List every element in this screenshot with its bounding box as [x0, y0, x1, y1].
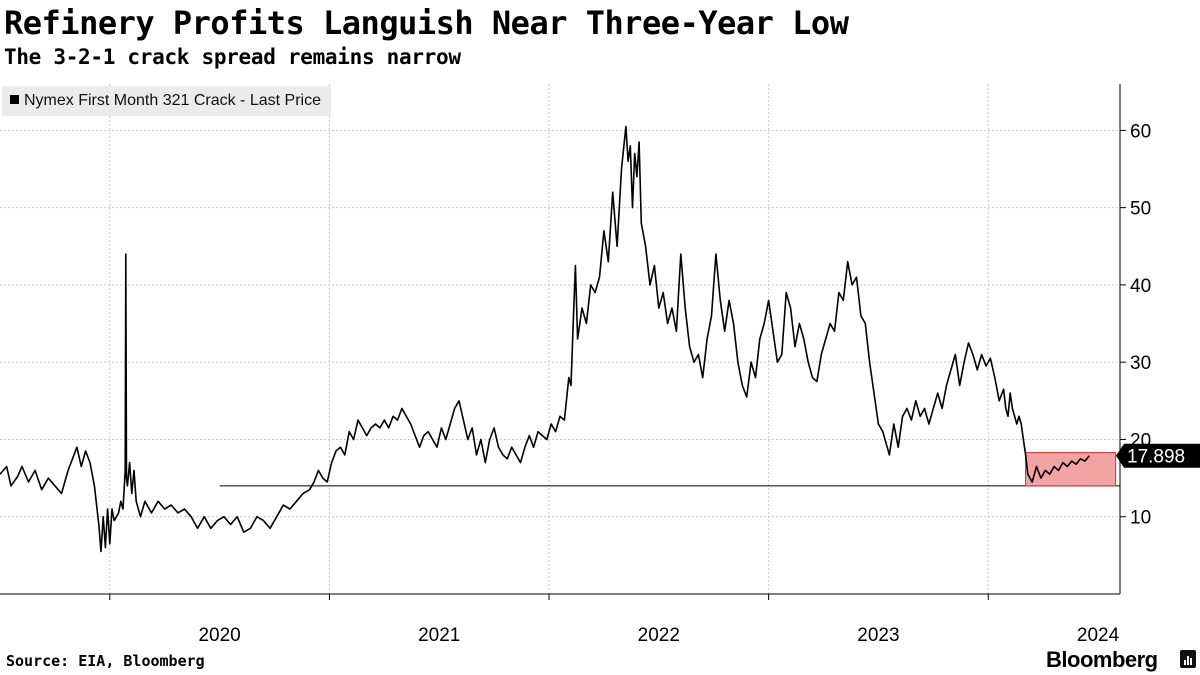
x-tick-label: 2021	[418, 625, 460, 646]
y-tick-label: 30	[1130, 353, 1151, 374]
legend-swatch	[10, 95, 19, 104]
y-tick-label: 50	[1130, 199, 1151, 220]
bloomberg-chart-icon	[1180, 650, 1196, 668]
legend-label: Nymex First Month 321 Crack - Last Price	[24, 92, 321, 109]
brand-logo: Bloomberg	[1046, 647, 1158, 672]
chart-title: Refinery Profits Languish Near Three-Yea…	[4, 4, 849, 42]
highlight-region	[1025, 452, 1117, 487]
x-tick-label: 2020	[198, 625, 240, 646]
last-value-tag	[1116, 443, 1200, 468]
y-tick-label: 60	[1130, 121, 1151, 142]
y-tick-label: 10	[1130, 508, 1151, 529]
source-note: Source: EIA, Bloomberg	[6, 652, 205, 670]
x-tick-label: 2022	[638, 625, 680, 646]
x-tick-label: 2024	[1077, 625, 1120, 646]
chart-subtitle: The 3-2-1 crack spread remains narrow	[4, 45, 461, 69]
chart-legend: Nymex First Month 321 Crack - Last Price	[2, 86, 331, 116]
x-tick-label: 2023	[857, 625, 899, 646]
y-tick-label: 40	[1130, 276, 1151, 297]
last-value-label: 17.898	[1127, 447, 1185, 468]
crack-spread-line	[0, 125, 1090, 553]
